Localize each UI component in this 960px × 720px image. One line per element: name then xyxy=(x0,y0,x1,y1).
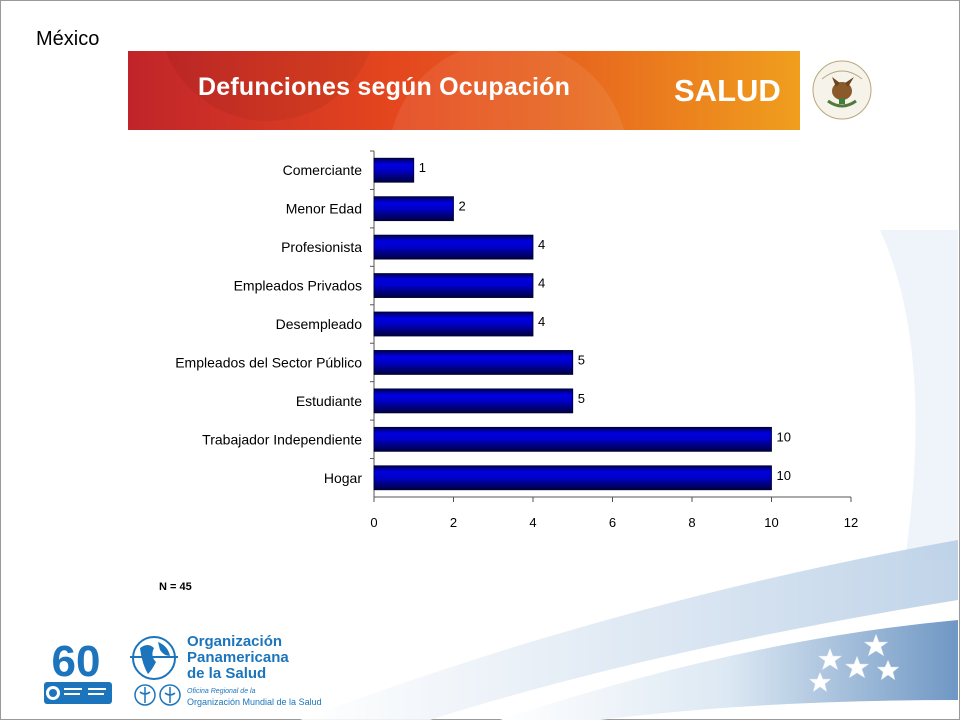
data-label: 4 xyxy=(538,314,545,329)
data-label: 10 xyxy=(777,468,791,483)
bar xyxy=(373,426,772,452)
x-tick-label: 6 xyxy=(609,515,616,530)
bar xyxy=(373,388,574,414)
data-label: 5 xyxy=(578,352,585,367)
who-60-anniversary-logo: 60 xyxy=(44,637,112,704)
bar xyxy=(373,350,574,375)
x-tick-label: 12 xyxy=(844,515,858,530)
category-label: Profesionista xyxy=(281,239,362,255)
category-label: Comerciante xyxy=(283,162,363,178)
x-tick-label: 10 xyxy=(764,515,778,530)
category-label: Estudiante xyxy=(296,393,362,409)
bar xyxy=(373,465,772,491)
category-label: Menor Edad xyxy=(286,201,362,217)
bar xyxy=(373,273,534,298)
data-label: 2 xyxy=(459,199,466,214)
data-label: 4 xyxy=(538,276,545,291)
sample-size-note: N = 45 xyxy=(159,581,192,593)
paho-emblem-icon xyxy=(134,684,156,706)
bar xyxy=(373,157,415,183)
category-label: Trabajador Independiente xyxy=(202,431,362,447)
paho-globe-icon xyxy=(130,636,178,680)
paho-name: Organización Panamericana de la Salud xyxy=(187,633,289,682)
data-label: 4 xyxy=(538,237,545,252)
x-tick-label: 8 xyxy=(688,515,695,530)
category-label: Desempleado xyxy=(276,316,363,332)
banner-title: Defunciones según Ocupación xyxy=(198,73,571,101)
title-banner: Defunciones según Ocupación SALUD xyxy=(128,51,881,130)
bar xyxy=(373,234,534,260)
bar xyxy=(373,311,534,337)
stars-icon xyxy=(808,633,900,693)
data-label: 1 xyxy=(419,160,426,175)
data-label: 10 xyxy=(777,429,791,444)
x-tick-label: 0 xyxy=(370,515,377,530)
country-label: México xyxy=(36,28,100,50)
org-emblems xyxy=(134,684,181,706)
banner-brand: SALUD xyxy=(674,73,781,108)
category-label: Empleados Privados xyxy=(234,278,362,294)
regional-office-label: Oficina Regional de la xyxy=(187,688,256,695)
bar-chart: 0 2 4 6 8 10 12 Comerciante 1 Menor Edad 2 Profesio… xyxy=(175,150,858,530)
who-emblem-icon xyxy=(159,684,181,706)
bar xyxy=(373,196,454,222)
category-label: Empleados del Sector Público xyxy=(175,354,362,370)
mexican-coat-of-arms-icon xyxy=(812,60,872,120)
data-label: 5 xyxy=(578,391,585,406)
who-name: Organización Mundial de la Salud xyxy=(187,697,322,707)
x-tick-label: 4 xyxy=(529,515,536,530)
logo-60-number: 60 xyxy=(52,637,101,686)
category-label: Hogar xyxy=(324,470,362,486)
x-tick-label: 2 xyxy=(450,515,457,530)
